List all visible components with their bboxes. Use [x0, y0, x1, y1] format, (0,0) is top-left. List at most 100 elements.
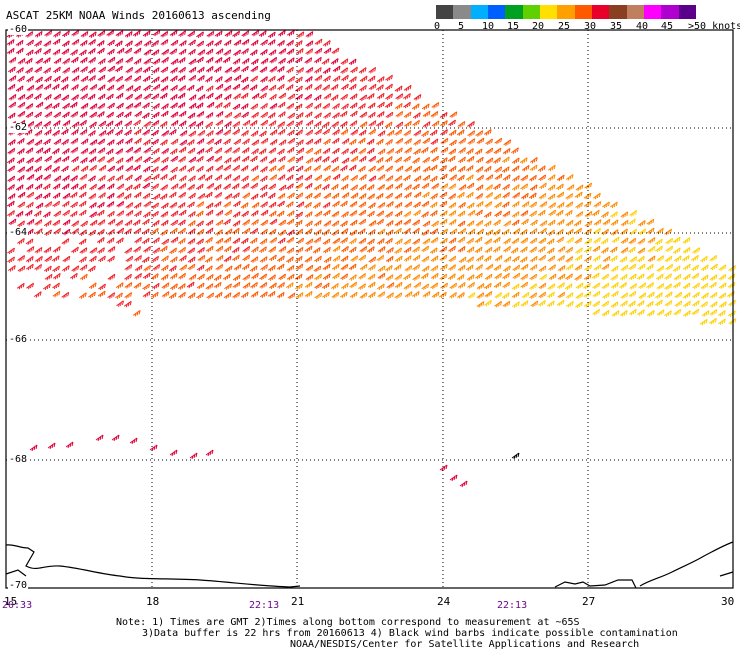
- wind-barb: [197, 193, 206, 200]
- wind-barb: [106, 192, 115, 200]
- wind-barb: [242, 192, 251, 199]
- wind-barb: [593, 237, 601, 244]
- wind-barb: [493, 264, 502, 271]
- wind-barb: [95, 434, 104, 442]
- wind-barb: [476, 137, 485, 145]
- wind-barb: [466, 237, 475, 245]
- wind-barb: [178, 272, 186, 280]
- wind-barb: [250, 65, 259, 73]
- wind-barb: [422, 156, 430, 164]
- wind-barb: [205, 449, 214, 457]
- wind-barb: [726, 291, 735, 298]
- wind-barb: [125, 165, 134, 172]
- wind-barb: [51, 148, 60, 155]
- wind-barb: [51, 102, 60, 110]
- wind-barb: [287, 137, 296, 145]
- wind-barb: [483, 220, 492, 228]
- wind-barb: [511, 291, 520, 299]
- wind-barb: [332, 103, 340, 110]
- wind-barb: [692, 291, 700, 299]
- wind-barb: [268, 183, 277, 191]
- wind-barb: [341, 148, 349, 155]
- wind-barb: [521, 291, 530, 299]
- wind-barb: [376, 92, 385, 100]
- wind-barb: [314, 282, 323, 290]
- colorbar-label: 40: [636, 21, 649, 32]
- wind-barb: [609, 201, 618, 209]
- wind-barb: [413, 281, 422, 289]
- wind-barb: [305, 48, 314, 55]
- wind-barb: [672, 247, 681, 255]
- wind-barb: [251, 175, 260, 182]
- wind-barb: [79, 264, 88, 271]
- wind-barb: [305, 119, 314, 127]
- wind-barb: [61, 94, 70, 102]
- wind-barb: [277, 282, 285, 289]
- wind-barb: [71, 75, 80, 82]
- wind-barb: [341, 175, 349, 182]
- colorbar-label: 30: [584, 21, 597, 32]
- wind-barb: [529, 156, 538, 164]
- wind-barb: [430, 138, 439, 146]
- wind-barb: [385, 83, 393, 91]
- wind-barb: [196, 66, 205, 74]
- wind-barb: [124, 292, 133, 299]
- wind-barb: [71, 84, 79, 91]
- wind-barb: [160, 211, 169, 218]
- wind-barb: [204, 265, 213, 272]
- wind-barb: [114, 120, 123, 127]
- wind-barb: [276, 83, 285, 91]
- wind-barb: [277, 164, 285, 172]
- wind-barb: [35, 84, 44, 91]
- wind-barb: [115, 148, 124, 155]
- wind-barb: [286, 183, 294, 190]
- wind-barb: [268, 165, 277, 172]
- wind-barb: [620, 237, 629, 245]
- wind-barb: [98, 175, 106, 182]
- wind-barb: [89, 202, 97, 209]
- wind-barb: [709, 281, 717, 289]
- wind-barb: [512, 272, 521, 280]
- wind-barb: [691, 254, 699, 262]
- wind-barb: [520, 300, 529, 307]
- wind-barb: [241, 38, 250, 46]
- wind-barb: [322, 40, 331, 47]
- wind-barb: [718, 273, 727, 281]
- wind-barb: [583, 246, 592, 254]
- wind-barb: [348, 83, 357, 91]
- wind-barb: [420, 272, 429, 280]
- wind-barb: [142, 211, 151, 218]
- wind-barb: [80, 220, 88, 228]
- wind-barb: [376, 84, 384, 91]
- lon-label: 15: [4, 595, 18, 608]
- colorbar-label: >50 knots: [688, 21, 740, 32]
- wind-barb: [330, 84, 339, 91]
- wind-barb: [106, 201, 115, 208]
- wind-barb: [206, 182, 215, 190]
- wind-barb: [241, 175, 249, 182]
- wind-barb: [412, 238, 421, 245]
- wind-barb: [278, 219, 287, 227]
- wind-barb: [431, 120, 440, 128]
- wind-barb: [529, 164, 538, 172]
- wind-barb: [529, 246, 538, 254]
- colorbar-label: 20: [532, 21, 545, 32]
- wind-barb: [160, 274, 169, 281]
- wind-barb: [619, 282, 627, 289]
- wind-barb: [529, 273, 538, 281]
- wind-barb: [484, 246, 493, 254]
- wind-barb: [168, 191, 177, 199]
- wind-barb: [673, 273, 682, 281]
- wind-barb: [223, 157, 232, 164]
- wind-barb: [368, 83, 377, 91]
- wind-barb: [348, 263, 357, 271]
- wind-barb: [44, 255, 53, 263]
- wind-barb: [196, 56, 204, 64]
- wind-barb: [449, 139, 457, 147]
- wind-barb: [232, 103, 241, 111]
- wind-barb: [80, 30, 89, 38]
- wind-barb: [133, 75, 142, 83]
- wind-barb: [375, 120, 384, 128]
- wind-barb: [267, 31, 276, 39]
- wind-barb: [62, 102, 70, 110]
